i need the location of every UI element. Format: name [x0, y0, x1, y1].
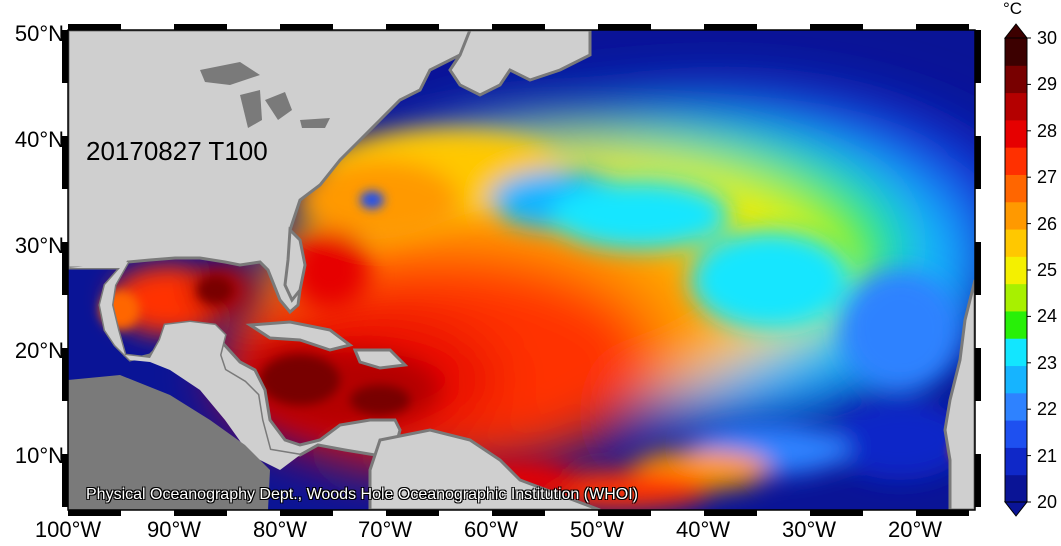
- colorbar: [1003, 23, 1031, 517]
- map-panel: [68, 30, 975, 510]
- lat-label-10: 10°N: [14, 443, 64, 468]
- colorbar-label: 28: [1037, 120, 1058, 141]
- colorbar-swatch: [1005, 119, 1027, 148]
- lon-label-100w: 100°W: [34, 517, 102, 542]
- lon-label-80w: 80°W: [252, 517, 308, 542]
- colorbar-swatch: [1005, 447, 1027, 476]
- lon-label-90w: 90°W: [146, 517, 202, 542]
- lat-label-20: 20°N: [14, 338, 64, 363]
- lat-label-50: 50°N: [14, 21, 64, 46]
- lon-label-60w: 60°W: [463, 517, 519, 542]
- colorbar-unit: °C: [1003, 0, 1023, 18]
- lon-label-70w: 70°W: [357, 517, 413, 542]
- colorbar-label: 27: [1037, 167, 1058, 188]
- lon-label-40w: 40°W: [675, 517, 731, 542]
- colorbar-swatch: [1005, 201, 1027, 230]
- colorbar-swatch: [1005, 420, 1027, 448]
- colorbar-label: 29: [1037, 74, 1058, 95]
- colorbar-swatch: [1005, 310, 1027, 339]
- colorbar-label: 25: [1037, 260, 1058, 280]
- date-stamp: 20170827 T100: [86, 136, 268, 166]
- colorbar-swatch: [1005, 256, 1027, 285]
- credit-text: Physical Oceanography Dept., Woods Hole …: [86, 486, 638, 503]
- colorbar-label: 23: [1037, 352, 1058, 373]
- colorbar-swatch: [1005, 229, 1027, 257]
- colorbar-label: 22: [1037, 399, 1058, 420]
- lat-label-40: 40°N: [14, 127, 64, 152]
- colorbar-swatch: [1005, 174, 1027, 203]
- colorbar-label: 30: [1037, 28, 1058, 48]
- lon-label-50w: 50°W: [569, 517, 625, 542]
- colorbar-label: 26: [1037, 213, 1058, 234]
- land-masses: [68, 30, 975, 510]
- great-lakes: [200, 62, 330, 128]
- frame-scale-bars: [62, 24, 981, 516]
- colorbar-swatch: [1005, 474, 1027, 503]
- colorbar-swatch: [1005, 38, 1027, 66]
- colorbar-label: 24: [1037, 306, 1058, 327]
- colorbar-swatch: [1005, 392, 1027, 421]
- colorbar-swatch: [1005, 365, 1027, 394]
- lon-label-20w: 20°W: [887, 517, 943, 542]
- sst-field-hotspots: [100, 191, 970, 462]
- colorbar-swatch: [1005, 65, 1027, 94]
- colorbar-swatch: [1005, 338, 1027, 367]
- colorbar-swatch: [1005, 283, 1027, 312]
- colorbar-max-arrow: [1003, 23, 1029, 39]
- colorbar-swatch: [1005, 92, 1027, 121]
- colorbar-label: 20: [1037, 492, 1058, 512]
- colorbar-swatch: [1005, 147, 1027, 175]
- colorbar-label: 21: [1037, 445, 1058, 466]
- colorbar-min-arrow: [1003, 501, 1029, 517]
- lat-label-30: 30°N: [14, 233, 64, 258]
- lon-label-30w: 30°W: [781, 517, 837, 542]
